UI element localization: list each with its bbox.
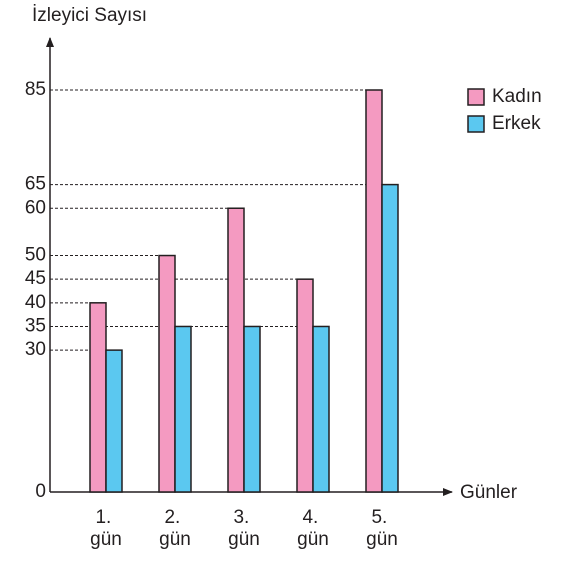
bar [90, 303, 106, 492]
bar [366, 90, 382, 492]
x-tick-label: 3. gün [228, 507, 260, 550]
chart: İzleyici Sayısı Günler 0 30 3540 4550 6065 85… [0, 0, 587, 561]
y-tick-label: 50 [25, 245, 46, 266]
x-axis-label: Günler [460, 482, 518, 503]
legend-label: Erkek [492, 113, 541, 134]
bar [175, 326, 191, 492]
bar [159, 256, 175, 492]
x-tick-label: 1. gün [90, 507, 122, 550]
bar [244, 326, 260, 492]
x-tick-label: 5. gün [366, 507, 398, 550]
y-tick-label: 30 [25, 339, 46, 360]
legend-label: Kadın [492, 86, 542, 107]
bar [313, 326, 329, 492]
y-tick-label: 35 [25, 315, 46, 336]
legend-swatch [468, 116, 484, 132]
x-tick-label: 2. gün [159, 507, 191, 550]
y-tick-label: 40 [25, 292, 46, 313]
bar [106, 350, 122, 492]
legend-swatch [468, 89, 484, 105]
y-tick-label: 45 [25, 268, 46, 289]
bar [228, 208, 244, 492]
y-axis-label: İzleyici Sayısı [32, 5, 147, 26]
page: {"chart_data": {"type": "bar", "y_label"… [0, 0, 587, 561]
y-tick-label: 65 [25, 174, 46, 195]
y-tick-label: 60 [25, 197, 46, 218]
x-tick-label: 4. gün [297, 507, 329, 550]
y-tick-label: 0 [35, 481, 46, 502]
y-tick-label: 85 [25, 79, 46, 100]
bar [382, 185, 398, 492]
bar [297, 279, 313, 492]
